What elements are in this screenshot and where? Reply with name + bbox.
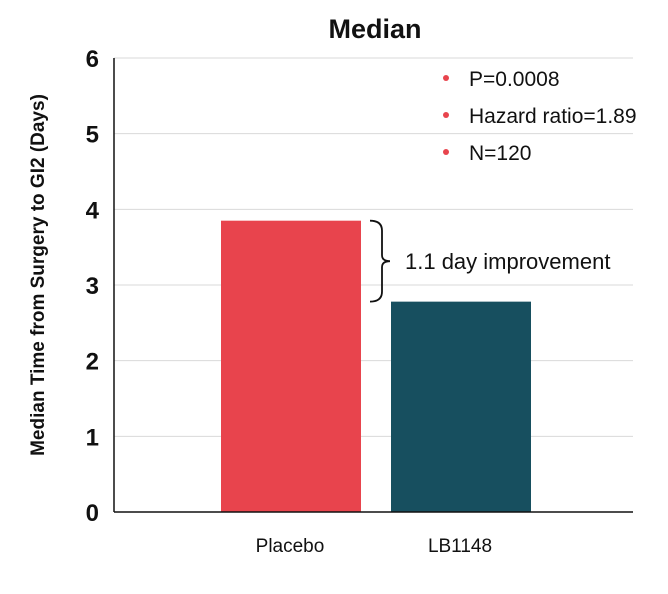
y-tick-label: 4 xyxy=(86,197,100,224)
x-tick-label: LB1148 xyxy=(428,536,492,557)
y-axis-label: Median Time from Surgery to GI2 (Days) xyxy=(28,94,49,456)
y-tick-label: 1 xyxy=(86,424,99,451)
bar-placebo xyxy=(221,220,361,512)
bar-lb1148 xyxy=(391,301,531,512)
gridlines xyxy=(114,57,633,437)
y-tick-label: 3 xyxy=(86,273,99,300)
y-tick-label: 2 xyxy=(86,349,99,376)
improvement-brace xyxy=(369,219,391,303)
annotation: 1.1 day improvement xyxy=(369,219,610,303)
legend: P=0.0008 Hazard ratio=1.89 N=120 xyxy=(443,68,637,165)
y-tick-label: 6 xyxy=(86,46,99,73)
x-tick-label: Placebo xyxy=(256,536,325,557)
legend-item: Hazard ratio=1.89 xyxy=(469,105,637,128)
y-tick-label: 5 xyxy=(86,122,99,149)
improvement-label: 1.1 day improvement xyxy=(405,249,610,274)
x-tick-labels: Placebo LB1148 xyxy=(256,536,492,557)
legend-bullet xyxy=(443,112,449,118)
legend-bullet xyxy=(443,75,449,81)
bars xyxy=(221,220,531,512)
legend-item: N=120 xyxy=(469,142,531,165)
y-tick-labels: 0 1 2 3 4 5 6 xyxy=(86,46,100,527)
chart-title: Median xyxy=(328,14,421,44)
legend-item: P=0.0008 xyxy=(469,68,560,91)
y-tick-label: 0 xyxy=(86,500,99,527)
legend-bullet xyxy=(443,149,449,155)
